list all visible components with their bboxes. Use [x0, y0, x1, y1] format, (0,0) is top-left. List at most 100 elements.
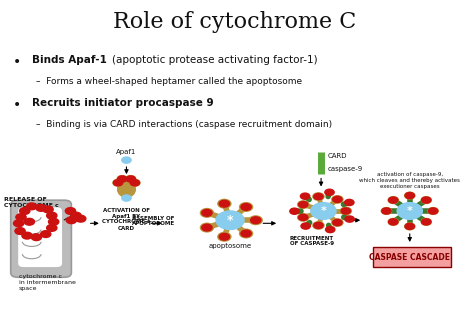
Text: Role of cytochrome C: Role of cytochrome C: [113, 11, 356, 33]
Circle shape: [325, 189, 334, 195]
Circle shape: [301, 193, 310, 199]
Text: Recruits initiator procaspase 9: Recruits initiator procaspase 9: [32, 99, 213, 109]
Circle shape: [202, 224, 212, 231]
Ellipse shape: [340, 207, 351, 215]
Circle shape: [19, 207, 30, 214]
Circle shape: [71, 212, 81, 219]
Text: cytochrome c
in intermembrane
space: cytochrome c in intermembrane space: [19, 274, 76, 291]
Ellipse shape: [218, 232, 231, 241]
Circle shape: [14, 220, 24, 227]
Circle shape: [251, 217, 261, 224]
Ellipse shape: [239, 203, 253, 211]
Ellipse shape: [201, 209, 213, 217]
Circle shape: [22, 232, 32, 239]
Circle shape: [41, 231, 51, 238]
Circle shape: [43, 206, 53, 213]
Text: CARD: CARD: [118, 226, 135, 231]
Text: (apoptotic protease activating factor-1): (apoptotic protease activating factor-1): [112, 55, 318, 65]
Ellipse shape: [239, 229, 253, 238]
Ellipse shape: [118, 182, 136, 197]
Ellipse shape: [332, 219, 343, 226]
Text: RELEASE OF
CYTOCHROME c: RELEASE OF CYTOCHROME c: [4, 197, 58, 208]
Circle shape: [382, 208, 391, 214]
Circle shape: [397, 203, 422, 219]
Circle shape: [241, 230, 251, 237]
Circle shape: [290, 208, 299, 214]
Text: *: *: [227, 214, 233, 227]
Circle shape: [345, 199, 354, 206]
Text: *: *: [320, 206, 327, 216]
Text: –  Binding is via CARD interactions (caspase recruitment domain): – Binding is via CARD interactions (casp…: [36, 120, 333, 129]
Circle shape: [24, 218, 35, 225]
Circle shape: [46, 212, 57, 219]
Circle shape: [66, 217, 76, 224]
Text: activation of caspase-9,
which cleaves and thereby activates
executioner caspase: activation of caspase-9, which cleaves a…: [359, 173, 460, 189]
Circle shape: [65, 207, 75, 214]
FancyBboxPatch shape: [374, 247, 451, 267]
Text: Apaf1: Apaf1: [116, 149, 137, 155]
Ellipse shape: [313, 193, 324, 200]
Ellipse shape: [298, 214, 309, 221]
Text: CASPASE CASCADE: CASPASE CASCADE: [369, 253, 450, 262]
Circle shape: [130, 180, 139, 186]
Circle shape: [27, 203, 37, 210]
Circle shape: [299, 214, 308, 220]
Ellipse shape: [298, 201, 309, 208]
Circle shape: [405, 223, 414, 230]
Text: *: *: [407, 206, 413, 216]
Circle shape: [16, 214, 26, 220]
Text: –  Forms a wheel-shaped heptamer called the apoptosome: – Forms a wheel-shaped heptamer called t…: [36, 77, 302, 86]
Ellipse shape: [126, 176, 136, 182]
Circle shape: [122, 157, 131, 163]
Circle shape: [241, 204, 251, 210]
Text: •: •: [13, 55, 21, 69]
Circle shape: [75, 215, 86, 222]
Ellipse shape: [249, 216, 262, 225]
Text: apoptosome: apoptosome: [209, 243, 252, 249]
Circle shape: [333, 220, 342, 225]
Circle shape: [314, 222, 323, 229]
Ellipse shape: [421, 197, 431, 203]
Ellipse shape: [218, 199, 231, 208]
Circle shape: [405, 193, 414, 199]
Text: ACTIVATION OF
Apaf1 BY
CYTOCHROME c: ACTIVATION OF Apaf1 BY CYTOCHROME c: [102, 208, 151, 225]
Ellipse shape: [405, 223, 415, 230]
Circle shape: [333, 196, 342, 202]
Circle shape: [428, 208, 438, 214]
Circle shape: [299, 202, 308, 208]
Text: CARD: CARD: [327, 152, 346, 159]
FancyBboxPatch shape: [11, 200, 72, 277]
Text: ASSEMBLY OF
APOPTOSOME: ASSEMBLY OF APOPTOSOME: [131, 216, 174, 226]
Circle shape: [421, 197, 431, 203]
Ellipse shape: [428, 207, 438, 214]
Ellipse shape: [201, 223, 213, 232]
Circle shape: [202, 210, 212, 216]
Circle shape: [389, 197, 398, 203]
Ellipse shape: [405, 192, 415, 199]
Ellipse shape: [332, 196, 343, 203]
Circle shape: [46, 225, 57, 231]
Circle shape: [219, 233, 229, 240]
Circle shape: [219, 200, 229, 207]
Ellipse shape: [117, 176, 128, 182]
Circle shape: [122, 195, 131, 201]
Circle shape: [31, 234, 42, 241]
Ellipse shape: [421, 219, 431, 225]
Ellipse shape: [113, 179, 123, 186]
Circle shape: [389, 219, 398, 225]
Circle shape: [341, 208, 350, 214]
Circle shape: [326, 226, 335, 233]
Ellipse shape: [313, 222, 324, 229]
Circle shape: [126, 176, 136, 182]
Circle shape: [301, 223, 310, 229]
FancyBboxPatch shape: [18, 207, 62, 267]
Ellipse shape: [381, 207, 392, 214]
Circle shape: [345, 216, 354, 222]
Ellipse shape: [388, 197, 398, 203]
Circle shape: [36, 205, 46, 211]
Ellipse shape: [388, 219, 398, 225]
Circle shape: [15, 228, 25, 234]
Text: •: •: [13, 99, 21, 113]
Circle shape: [421, 219, 431, 225]
Circle shape: [314, 193, 323, 200]
